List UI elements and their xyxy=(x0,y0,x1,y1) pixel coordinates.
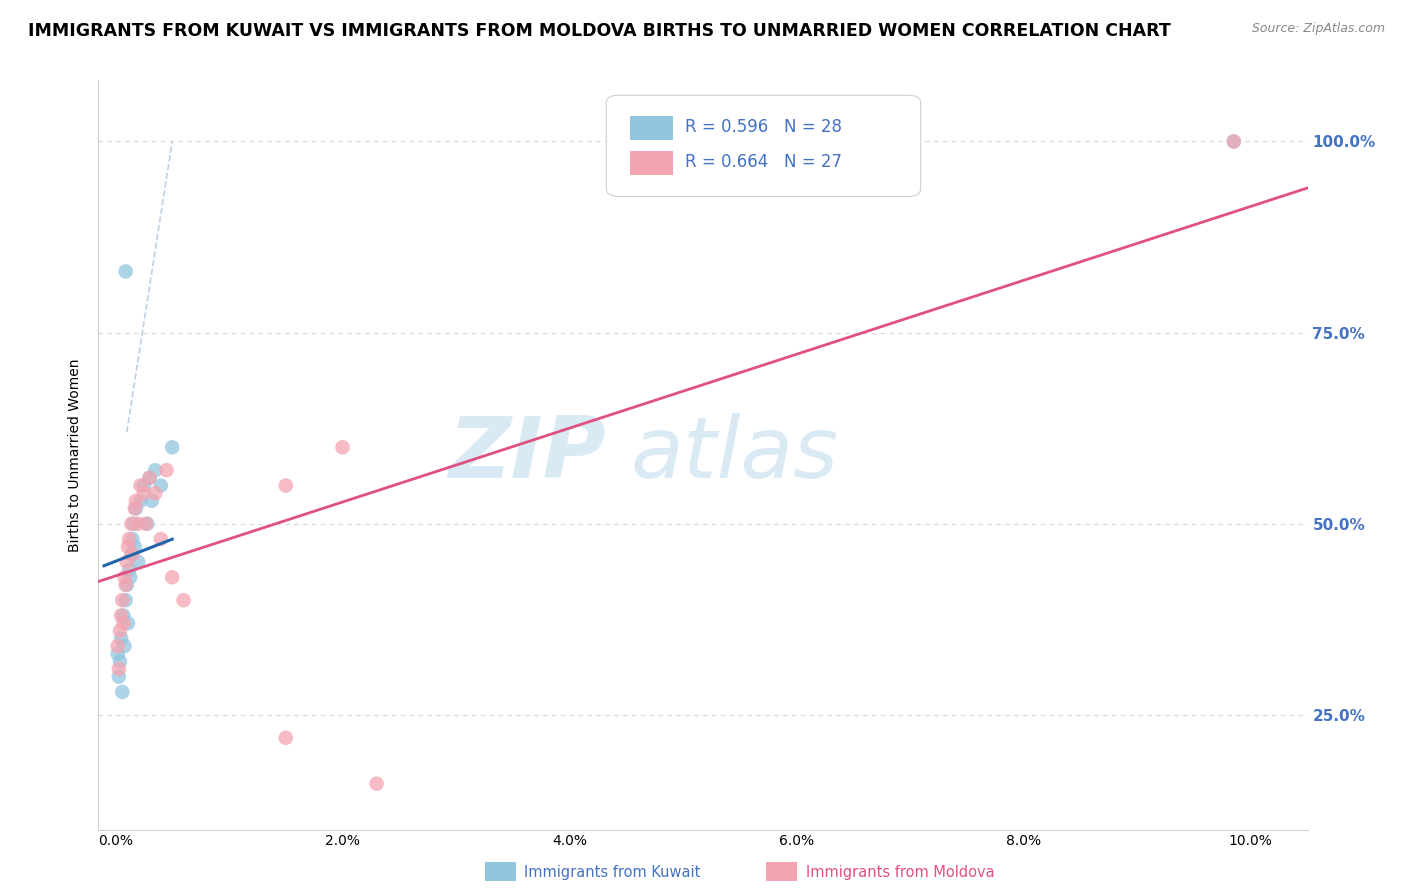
Point xyxy=(149,532,172,546)
Point xyxy=(112,616,135,631)
Point xyxy=(111,593,134,607)
Point xyxy=(114,264,136,278)
Point xyxy=(117,540,139,554)
Point xyxy=(108,654,131,668)
Point xyxy=(118,532,141,546)
FancyBboxPatch shape xyxy=(606,95,921,196)
Point xyxy=(143,486,166,500)
Text: Immigrants from Kuwait: Immigrants from Kuwait xyxy=(524,865,700,880)
Point xyxy=(118,563,141,577)
Text: atlas: atlas xyxy=(630,413,838,497)
Point xyxy=(135,516,157,531)
Point xyxy=(274,731,297,745)
Point xyxy=(1223,135,1246,149)
Point xyxy=(108,662,131,676)
Point xyxy=(115,555,138,569)
Point xyxy=(332,440,354,454)
Text: ZIP: ZIP xyxy=(449,413,606,497)
Point xyxy=(127,555,149,569)
Point xyxy=(108,670,131,684)
Point xyxy=(121,547,143,561)
Text: Source: ZipAtlas.com: Source: ZipAtlas.com xyxy=(1251,22,1385,36)
Point xyxy=(160,440,183,454)
FancyBboxPatch shape xyxy=(630,152,672,176)
Text: Immigrants from Moldova: Immigrants from Moldova xyxy=(806,865,994,880)
Point xyxy=(114,639,136,653)
FancyBboxPatch shape xyxy=(630,116,672,140)
Text: IMMIGRANTS FROM KUWAIT VS IMMIGRANTS FROM MOLDOVA BIRTHS TO UNMARRIED WOMEN CORR: IMMIGRANTS FROM KUWAIT VS IMMIGRANTS FRO… xyxy=(28,22,1171,40)
Point xyxy=(125,501,148,516)
Point xyxy=(124,501,146,516)
Point xyxy=(120,547,142,561)
Point xyxy=(120,516,142,531)
Point xyxy=(122,516,145,531)
Point xyxy=(110,632,132,646)
Point xyxy=(155,463,177,477)
Point xyxy=(138,471,160,485)
Point xyxy=(115,578,138,592)
Point xyxy=(114,570,136,584)
Point xyxy=(117,616,139,631)
Point xyxy=(112,608,135,623)
Text: R = 0.664   N = 27: R = 0.664 N = 27 xyxy=(685,153,842,171)
Point xyxy=(107,639,129,653)
Point xyxy=(141,493,163,508)
Point xyxy=(110,608,132,623)
Y-axis label: Births to Unmarried Women: Births to Unmarried Women xyxy=(69,359,83,551)
Point xyxy=(136,516,159,531)
Point xyxy=(114,593,136,607)
Point xyxy=(173,593,195,607)
Point xyxy=(132,478,155,492)
Point xyxy=(129,478,152,492)
Point xyxy=(366,777,388,791)
Point xyxy=(114,578,136,592)
Point xyxy=(120,570,142,584)
Point xyxy=(160,570,183,584)
Point xyxy=(107,647,129,661)
Point xyxy=(124,540,146,554)
Point xyxy=(125,493,148,508)
Point xyxy=(149,478,172,492)
Point xyxy=(1223,135,1246,149)
Point xyxy=(129,493,152,508)
Point xyxy=(143,463,166,477)
Point xyxy=(132,486,155,500)
Point xyxy=(111,685,134,699)
Point xyxy=(274,478,297,492)
Text: R = 0.596   N = 28: R = 0.596 N = 28 xyxy=(685,118,842,136)
Point xyxy=(127,516,149,531)
Point xyxy=(121,532,143,546)
Point xyxy=(108,624,131,638)
Point xyxy=(138,471,160,485)
